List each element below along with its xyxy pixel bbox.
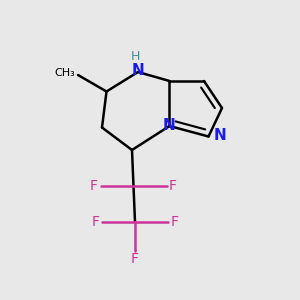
Text: F: F	[90, 179, 98, 193]
Text: F: F	[169, 179, 177, 193]
Text: N: N	[132, 63, 144, 78]
Text: F: F	[131, 252, 139, 266]
Text: H: H	[131, 50, 140, 64]
Text: N: N	[163, 118, 175, 133]
Text: F: F	[92, 215, 99, 229]
Text: F: F	[171, 215, 178, 229]
Text: N: N	[214, 128, 226, 143]
Text: CH₃: CH₃	[55, 68, 76, 79]
